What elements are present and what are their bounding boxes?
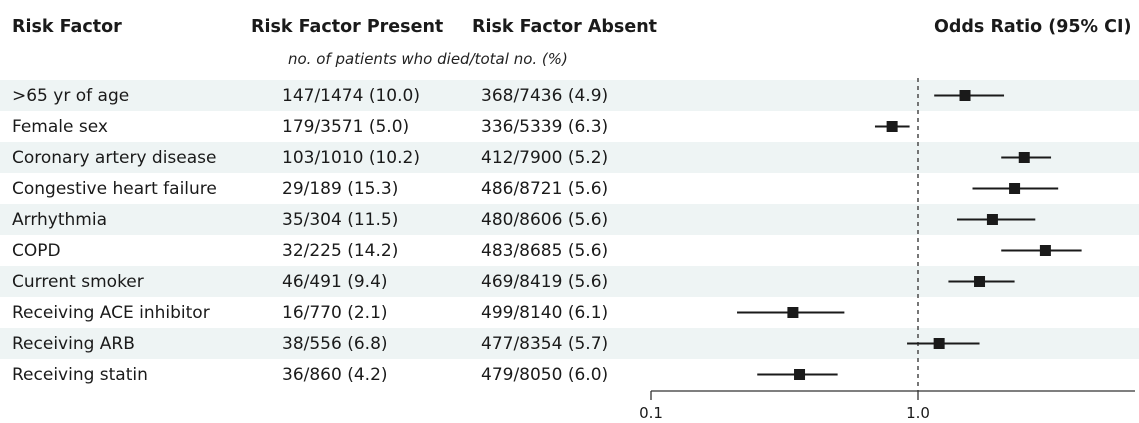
absent-value: 368/7436 (4.9) — [481, 86, 609, 106]
odds-ratio-marker — [1009, 183, 1021, 194]
absent-value: 336/5339 (6.3) — [481, 117, 609, 137]
odds-ratio-marker — [787, 307, 799, 318]
table-row: COPD 32/225 (14.2) 483/8685 (5.6) — [0, 235, 1139, 266]
absent-value: 499/8140 (6.1) — [481, 303, 609, 323]
table-row: Coronary artery disease 103/1010 (10.2) 41… — [0, 142, 1139, 173]
header-risk-factor: Risk Factor — [12, 17, 122, 37]
present-value: 35/304 (11.5) — [282, 210, 399, 230]
risk-factor-label: Arrhythmia — [12, 210, 107, 230]
absent-value: 483/8685 (5.6) — [481, 241, 609, 261]
risk-factor-label: Receiving ARB — [12, 334, 135, 354]
odds-ratio-marker — [886, 121, 898, 132]
table-row: Arrhythmia 35/304 (11.5) 480/8606 (5.6) — [0, 204, 1139, 235]
absent-value: 412/7900 (5.2) — [481, 148, 609, 168]
absent-value: 480/8606 (5.6) — [481, 210, 609, 230]
risk-factor-label: Receiving ACE inhibitor — [12, 303, 210, 323]
odds-ratio-marker — [974, 276, 986, 287]
table-row: Receiving statin 36/860 (4.2) 479/8050 (6.… — [0, 359, 1139, 390]
present-value: 32/225 (14.2) — [282, 241, 399, 261]
odds-ratio-marker — [986, 214, 998, 225]
odds-ratio-marker — [959, 90, 971, 101]
absent-value: 479/8050 (6.0) — [481, 365, 609, 385]
present-value: 147/1474 (10.0) — [282, 86, 420, 106]
x-tick-label: 1.0 — [906, 404, 930, 422]
present-value: 29/189 (15.3) — [282, 179, 399, 199]
risk-factor-label: Coronary artery disease — [12, 148, 217, 168]
present-value: 38/556 (6.8) — [282, 334, 388, 354]
present-value: 36/860 (4.2) — [282, 365, 388, 385]
present-value: 46/491 (9.4) — [282, 272, 388, 292]
absent-value: 486/8721 (5.6) — [481, 179, 609, 199]
risk-factor-label: Female sex — [12, 117, 108, 137]
present-value: 179/3571 (5.0) — [282, 117, 410, 137]
absent-value: 469/8419 (5.6) — [481, 272, 609, 292]
header-present: Risk Factor Present — [251, 17, 444, 37]
x-tick-label: 0.1 — [639, 404, 663, 422]
risk-factor-label: >65 yr of age — [12, 86, 130, 106]
odds-ratio-marker — [794, 369, 806, 380]
present-value: 16/770 (2.1) — [282, 303, 388, 323]
present-value: 103/1010 (10.2) — [282, 148, 420, 168]
odds-ratio-marker — [1039, 245, 1051, 256]
subheader: no. of patients who died/total no. (%) — [288, 50, 568, 68]
header-odds-ratio: Odds Ratio (95% CI) — [934, 17, 1132, 37]
risk-factor-label: Current smoker — [12, 272, 144, 292]
absent-value: 477/8354 (5.7) — [481, 334, 609, 354]
risk-factor-label: Receiving statin — [12, 365, 148, 385]
table-row: Receiving ACE inhibitor 16/770 (2.1) 499/8… — [0, 297, 1139, 328]
odds-ratio-marker — [1018, 152, 1030, 163]
header-absent: Risk Factor Absent — [472, 17, 658, 37]
table-row: Congestive heart failure 29/189 (15.3) 486… — [0, 173, 1139, 204]
odds-ratio-marker — [933, 338, 945, 349]
risk-factor-label: COPD — [12, 241, 61, 261]
risk-factor-label: Congestive heart failure — [12, 179, 217, 199]
table-row: >65 yr of age 147/1474 (10.0) 368/7436 (4.… — [0, 80, 1139, 111]
table-row: Female sex 179/3571 (5.0) 336/5339 (6.3) — [0, 111, 1139, 142]
